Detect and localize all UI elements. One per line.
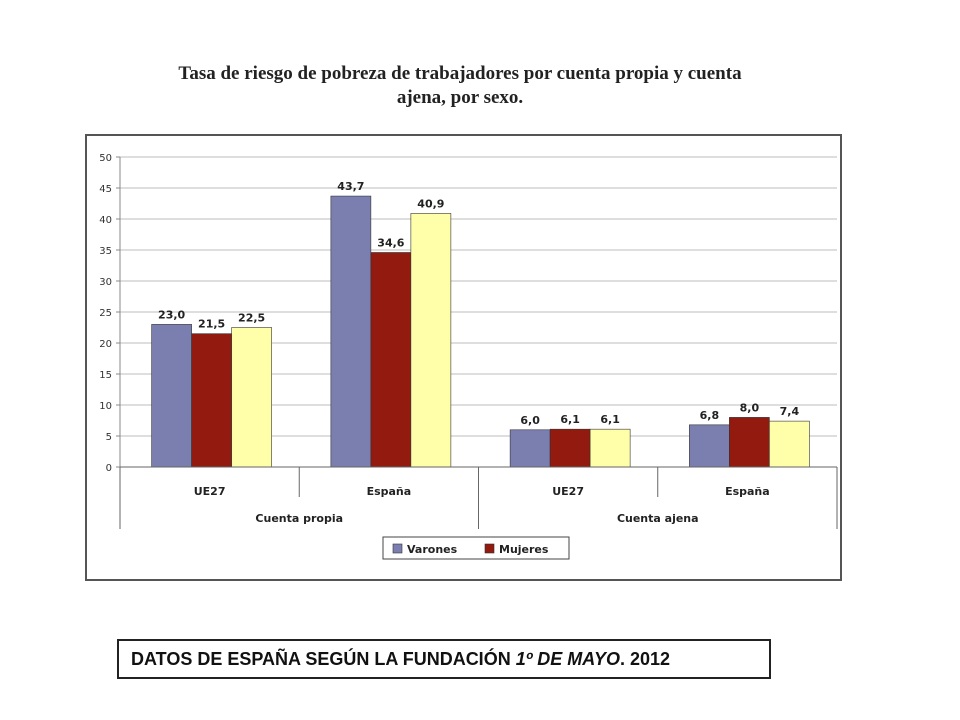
bar-mujeres-3 — [729, 417, 770, 468]
y-tick-label-10: 10 — [99, 401, 112, 412]
y-tick-label-35: 35 — [99, 246, 112, 257]
legend-swatch-varones — [392, 543, 403, 554]
x-category-label-3: España — [725, 485, 770, 498]
caption-text-italic: 1º DE MAYO — [515, 649, 620, 669]
data-label-1-2: 6,1 — [560, 413, 580, 426]
y-tick-label-30: 30 — [99, 277, 112, 288]
data-label-2-0: 22,5 — [238, 312, 265, 325]
data-label-0-0: 23,0 — [158, 308, 185, 321]
bar-chart: 0 5 10 15 20 25 30 35 40 45 50 23,0 21,5 22,5 UE27 43,7… — [99, 153, 838, 560]
data-label-0-2: 6,0 — [520, 414, 540, 427]
chart-frame: 0 5 10 15 20 25 30 35 40 45 50 23,0 21,5 22,5 UE27 43,7… — [85, 134, 842, 581]
data-label-2-3: 7,4 — [780, 405, 800, 418]
y-tick-label-40: 40 — [99, 215, 112, 226]
bar-mujeres-0 — [191, 333, 232, 468]
x-group-label-0: Cuenta propia — [255, 512, 343, 525]
bar-mujeres-2 — [549, 428, 591, 468]
data-label-2-2: 6,1 — [600, 413, 620, 426]
bar-series-3-2 — [589, 428, 631, 468]
bar-series-3-1 — [410, 213, 452, 468]
data-label-0-1: 43,7 — [337, 180, 364, 193]
y-tick-label-25: 25 — [99, 308, 112, 319]
y-tick-label-20: 20 — [99, 339, 112, 350]
caption-text-1: DATOS DE ESPAÑA SEGÚN LA FUNDACIÓN — [131, 649, 516, 669]
y-tick-label-0: 0 — [106, 463, 112, 474]
legend-swatch-mujeres — [484, 543, 495, 554]
data-label-0-3: 6,8 — [700, 409, 720, 422]
bar-mujeres-1 — [370, 252, 412, 468]
y-tick-label-45: 45 — [99, 184, 112, 195]
chart-title-line-2: ajena, por sexo. — [396, 87, 524, 108]
x-category-label-1: España — [367, 485, 412, 498]
bar-varones-0 — [151, 324, 192, 468]
data-label-2-1: 40,9 — [417, 197, 444, 210]
bar-series-3-0 — [231, 327, 272, 468]
x-category-label-0: UE27 — [194, 485, 226, 498]
data-label-1-3: 8,0 — [740, 401, 760, 414]
y-tick-label-50: 50 — [99, 153, 112, 164]
bar-varones-2 — [509, 429, 551, 468]
y-tick-label-15: 15 — [99, 370, 112, 381]
source-caption: DATOS DE ESPAÑA SEGÚN LA FUNDACIÓN 1º DE… — [117, 639, 771, 679]
bar-varones-1 — [330, 195, 372, 468]
data-label-1-0: 21,5 — [198, 318, 225, 331]
legend-label-mujeres: Mujeres — [499, 543, 549, 556]
bar-series-3-3 — [769, 420, 810, 468]
x-category-label-2: UE27 — [552, 485, 584, 498]
bar-varones-3 — [689, 424, 730, 468]
legend-box — [382, 536, 570, 560]
chart-title: Tasa de riesgo de pobreza de trabajadore… — [100, 62, 820, 110]
x-group-label-1: Cuenta ajena — [617, 512, 699, 525]
caption-text-3: . 2012 — [619, 649, 671, 669]
chart-title-line-1: Tasa de riesgo de pobreza de trabajadore… — [178, 63, 742, 84]
data-label-1-1: 34,6 — [377, 236, 404, 249]
legend-label-varones: Varones — [407, 543, 458, 556]
y-tick-label-5: 5 — [106, 432, 112, 443]
